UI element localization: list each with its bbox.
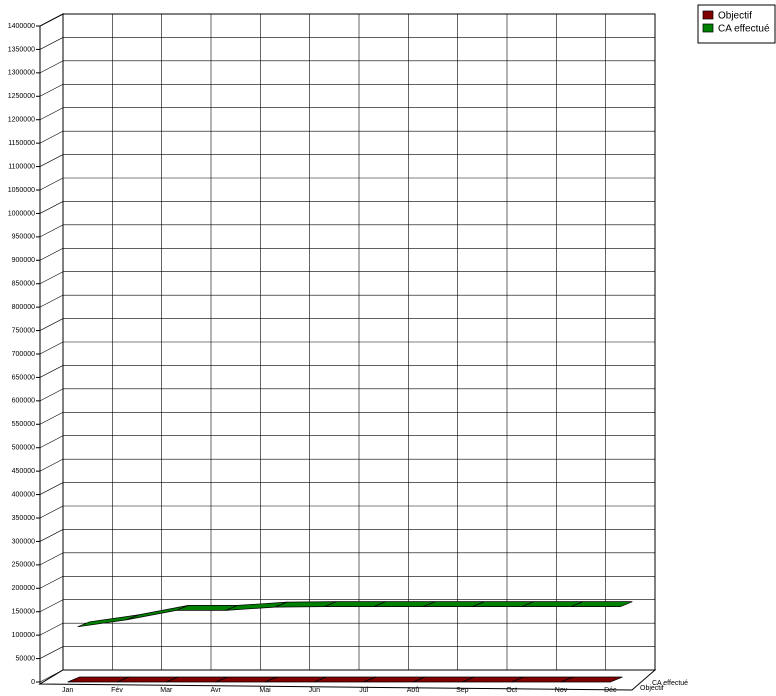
left-wall <box>39 13 64 685</box>
y-tick-label: 1200000 <box>8 117 35 124</box>
grid-line <box>39 388 64 402</box>
x-tick-label: Jan <box>62 687 73 694</box>
grid-line <box>39 154 64 167</box>
grid-line <box>39 107 64 120</box>
grid-line <box>39 576 64 589</box>
grid-line <box>39 37 64 50</box>
y-tick-label: 900000 <box>12 257 35 264</box>
grid-line <box>39 458 64 472</box>
grid-line <box>39 505 64 519</box>
y-tick-label: 800000 <box>12 304 35 311</box>
y-tick-label: 1400000 <box>8 23 35 30</box>
grid-line <box>39 435 64 448</box>
grid-line <box>39 177 64 191</box>
y-tick-label: 550000 <box>12 421 35 428</box>
y-tick-label: 150000 <box>12 609 35 616</box>
x-tick-label: Oct <box>506 687 517 694</box>
ribbon-segment <box>570 601 633 608</box>
y-tick-label: 100000 <box>12 632 35 639</box>
y-tick-label: 250000 <box>12 562 35 569</box>
grid-line <box>39 60 64 74</box>
grid-line <box>39 130 64 144</box>
depth-label: Objectif <box>640 685 664 692</box>
grid-line <box>39 365 64 378</box>
x-tick-label: Sep <box>456 687 469 694</box>
y-tick-label: 50000 <box>16 655 36 662</box>
legend-label: Objectif <box>718 11 752 22</box>
y-tick-label: 700000 <box>12 351 35 358</box>
x-tick-label: Mar <box>160 687 173 694</box>
x-tick-label: Nov <box>555 687 568 694</box>
grid-line <box>39 271 64 284</box>
y-tick-label: 1150000 <box>8 140 35 147</box>
grid-line <box>39 529 64 542</box>
grid-line <box>39 622 64 636</box>
ribbon-segment <box>560 676 623 683</box>
y-tick-label: 950000 <box>12 234 35 241</box>
grid-line <box>39 294 64 308</box>
legend-swatch <box>702 23 714 33</box>
y-tick-label: 1100000 <box>8 163 35 170</box>
y-tick-label: 500000 <box>12 445 35 452</box>
x-tick-label: Avr <box>210 687 221 694</box>
legend-swatch <box>702 10 714 20</box>
grid-line <box>39 224 64 238</box>
grid-line <box>39 13 64 27</box>
grid-line <box>39 669 64 683</box>
x-tick-label: Jul <box>359 687 368 694</box>
grid-line <box>39 646 64 659</box>
grid-line <box>39 599 64 612</box>
grid-line <box>39 341 64 355</box>
grid-line <box>39 412 64 425</box>
y-tick-label: 1050000 <box>8 187 35 194</box>
y-tick-label: 650000 <box>12 374 35 381</box>
depth-label: CA effectué <box>652 680 688 687</box>
grid-line <box>39 482 64 495</box>
x-tick-label: Fév <box>111 687 123 694</box>
grid-line <box>39 84 64 97</box>
grid-line <box>39 552 64 566</box>
y-tick-label: 0 <box>31 679 35 686</box>
y-tick-label: 350000 <box>12 515 35 522</box>
grid-line <box>39 248 64 261</box>
y-tick-label: 1350000 <box>8 46 35 53</box>
y-tick-label: 1300000 <box>8 70 35 77</box>
y-tick-label: 200000 <box>12 585 35 592</box>
legend-label: CA effectué <box>718 24 770 35</box>
y-tick-label: 450000 <box>12 468 35 475</box>
y-tick-label: 1250000 <box>8 93 35 100</box>
y-tick-label: 600000 <box>12 398 35 405</box>
grid-line <box>39 318 64 331</box>
y-tick-label: 1000000 <box>8 210 35 217</box>
y-tick-label: 300000 <box>12 538 35 545</box>
x-tick-label: Déc <box>604 687 617 694</box>
x-tick-label: Aoû <box>407 687 420 694</box>
x-tick-label: Mai <box>259 687 271 694</box>
x-tick-label: Jun <box>309 687 320 694</box>
y-tick-label: 750000 <box>12 327 35 334</box>
grid-line <box>39 201 64 214</box>
y-tick-label: 400000 <box>12 491 35 498</box>
y-tick-label: 850000 <box>12 281 35 288</box>
